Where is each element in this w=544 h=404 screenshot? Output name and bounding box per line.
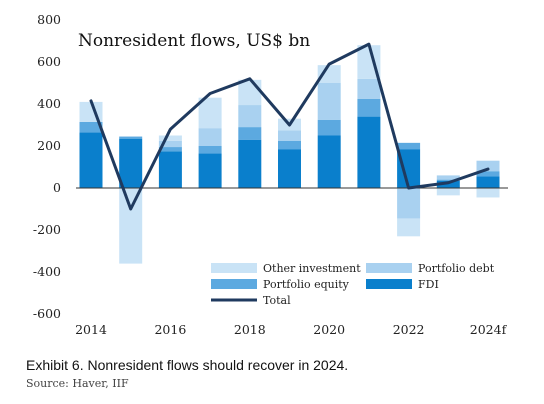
legend-label-portfolio-debt: Portfolio debt <box>418 262 495 275</box>
bar-other-investment-2017 <box>198 97 222 129</box>
bar-portfolio-debt-2024 <box>476 160 500 172</box>
bar-portfolio-debt-2017 <box>198 128 222 146</box>
figure-caption: Exhibit 6. Nonresident flows should reco… <box>26 357 349 373</box>
bar-fdi-2018 <box>238 139 262 188</box>
bar-fdi-2021 <box>357 116 381 188</box>
legend-swatch-portfolio-debt <box>366 263 412 273</box>
bar-other-investment-2020 <box>317 65 341 83</box>
x-tick-label-2016: 2016 <box>154 322 186 337</box>
bar-fdi-2016 <box>158 151 182 188</box>
bar-portfolio-equity-2024 <box>476 171 500 177</box>
bar-other-investment-2015 <box>119 188 143 264</box>
legend-label-other-investment: Other investment <box>263 262 361 275</box>
bar-fdi-2024 <box>476 176 500 188</box>
y-tick-label-neg600: -600 <box>33 306 61 321</box>
x-tick-label-2018: 2018 <box>234 322 266 337</box>
bar-portfolio-equity-2022 <box>397 142 421 150</box>
x-tick-label-2022: 2022 <box>393 322 425 337</box>
bar-portfolio-equity-2014 <box>79 121 103 133</box>
y-tick-label-neg400: -400 <box>33 264 61 279</box>
bar-other-investment-2024 <box>476 188 500 198</box>
bar-portfolio-debt-2021 <box>357 78 381 99</box>
bar-fdi-2019 <box>278 149 301 188</box>
y-tick-label-0: 0 <box>53 180 61 195</box>
bars-layer <box>79 45 500 264</box>
bar-portfolio-debt-2018 <box>238 105 262 128</box>
bar-portfolio-equity-2020 <box>317 119 341 136</box>
total-layer <box>89 42 490 211</box>
y-tick-label-800: 800 <box>37 12 61 27</box>
bar-portfolio-debt-2023 <box>436 175 460 180</box>
bar-fdi-2023 <box>436 180 460 188</box>
legend: Other investment Portfolio debt Portfolio … <box>211 262 495 307</box>
bar-portfolio-debt-2022 <box>397 188 421 219</box>
x-axis: 2014 2016 2018 2020 2022 2024f <box>75 322 507 337</box>
bar-other-investment-2018 <box>238 79 262 106</box>
y-tick-label-200: 200 <box>37 138 61 153</box>
chart-title: Nonresident flows, US$ bn <box>78 31 310 51</box>
bar-fdi-2015 <box>119 138 143 188</box>
y-axis: -600 -400 -200 0 200 400 600 800 <box>33 12 61 321</box>
x-tick-label-2020: 2020 <box>313 322 345 337</box>
bar-portfolio-equity-2016 <box>158 147 182 152</box>
bar-other-investment-2022 <box>397 218 421 237</box>
x-tick-label-2014: 2014 <box>75 322 107 337</box>
y-tick-label-600: 600 <box>37 54 61 69</box>
y-tick-label-400: 400 <box>37 96 61 111</box>
bar-portfolio-debt-2020 <box>317 83 341 120</box>
legend-swatch-portfolio-equity <box>211 279 257 289</box>
legend-label-fdi: FDI <box>418 278 439 291</box>
x-tick-label-2024: 2024f <box>470 322 508 337</box>
legend-label-portfolio-equity: Portfolio equity <box>263 278 350 291</box>
bar-portfolio-equity-2019 <box>278 140 301 150</box>
source-note: Source: Haver, IIF <box>26 377 129 390</box>
total-line <box>89 42 490 211</box>
bar-other-investment-2016 <box>158 135 182 141</box>
bar-portfolio-debt-2016 <box>158 140 182 148</box>
y-tick-label-neg200: -200 <box>33 222 61 237</box>
legend-label-total: Total <box>263 294 291 307</box>
bar-portfolio-equity-2017 <box>198 146 222 154</box>
bar-other-investment-2023 <box>436 188 460 196</box>
bar-portfolio-equity-2018 <box>238 127 262 140</box>
bar-portfolio-equity-2023 <box>436 179 460 181</box>
bar-portfolio-debt-2019 <box>278 130 301 141</box>
legend-swatch-fdi <box>366 279 412 289</box>
bar-fdi-2017 <box>198 153 222 188</box>
bar-fdi-2022 <box>397 149 421 188</box>
bar-fdi-2020 <box>317 135 341 188</box>
bar-fdi-2014 <box>79 132 103 188</box>
bar-portfolio-equity-2021 <box>357 98 381 117</box>
bar-portfolio-equity-2015 <box>119 136 143 139</box>
legend-swatch-other-investment <box>211 263 257 273</box>
